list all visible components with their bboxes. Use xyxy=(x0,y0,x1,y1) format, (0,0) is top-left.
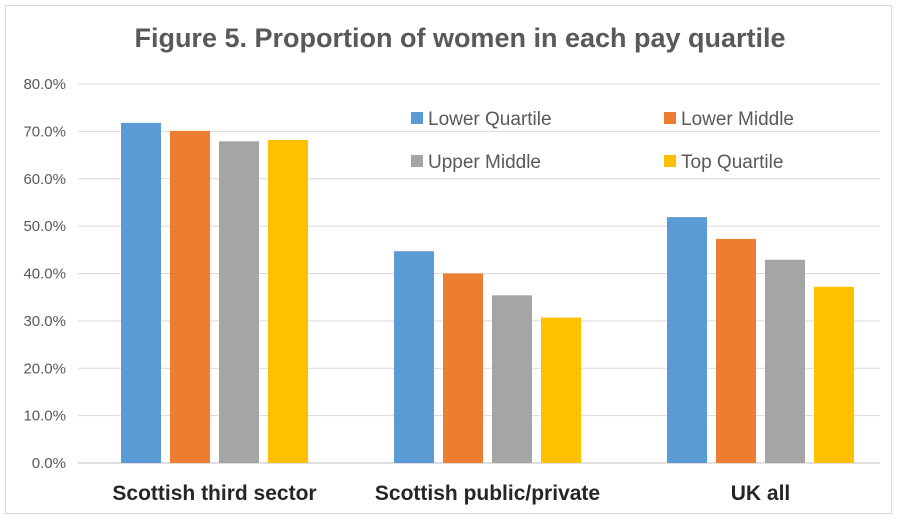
bar-upper-middle xyxy=(492,295,532,463)
x-category-label: UK all xyxy=(731,482,791,505)
legend-label: Top Quartile xyxy=(681,152,783,173)
y-tick-label: 50.0% xyxy=(23,218,66,235)
y-tick-label: 70.0% xyxy=(23,123,66,140)
bar-top-quartile xyxy=(268,139,308,463)
legend-swatch xyxy=(411,112,423,124)
bar-lower-quartile xyxy=(667,217,707,463)
legend-swatch xyxy=(664,112,676,124)
bar-top-quartile xyxy=(541,317,581,463)
y-axis-tick-labels: 0.0% 10.0% 20.0% 30.0% 40.0% 50.0% 60.0% 70.0% 8… xyxy=(23,76,66,472)
bar-lower-middle xyxy=(716,238,756,463)
legend-label: Lower Quartile xyxy=(428,109,552,130)
y-tick-label: 60.0% xyxy=(23,171,66,188)
bars xyxy=(121,122,854,464)
bar-lower-quartile xyxy=(121,122,161,463)
legend-swatch xyxy=(664,155,676,167)
bar-lower-quartile xyxy=(394,251,434,463)
legend-swatch xyxy=(411,155,423,167)
bar-lower-middle xyxy=(170,130,210,463)
y-tick-label: 0.0% xyxy=(32,455,66,472)
bar-top-quartile xyxy=(814,286,854,463)
y-tick-label: 40.0% xyxy=(23,266,66,283)
bar-lower-middle xyxy=(443,273,483,463)
y-tick-label: 80.0% xyxy=(23,76,66,93)
legend: Lower Quartile Lower Middle Upper Middle To… xyxy=(411,109,794,173)
x-category-label: Scottish third sector xyxy=(112,482,316,505)
bar-upper-middle xyxy=(765,259,805,463)
y-tick-label: 20.0% xyxy=(23,360,66,377)
legend-label: Lower Middle xyxy=(681,109,794,130)
chart-title: Figure 5. Proportion of women in each pa… xyxy=(134,23,785,53)
x-category-label: Scottish public/private xyxy=(375,482,600,505)
x-axis-category-labels: Scottish third sector Scottish public/pri… xyxy=(112,482,790,505)
legend-label: Upper Middle xyxy=(428,152,541,173)
y-tick-label: 10.0% xyxy=(23,408,66,425)
bar-upper-middle xyxy=(219,141,259,464)
y-tick-label: 30.0% xyxy=(23,313,66,330)
